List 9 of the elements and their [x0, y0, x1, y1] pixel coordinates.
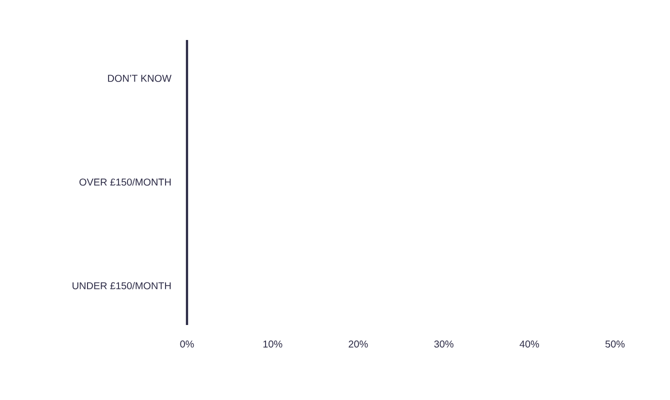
x-tick-label: 40%: [520, 340, 540, 348]
x-tick-label: 20%: [348, 340, 368, 348]
x-tick-label: 50%: [605, 340, 625, 348]
x-tick-label: 0%: [180, 340, 194, 348]
x-tick-label: 30%: [434, 340, 454, 348]
x-tick-label: 10%: [263, 340, 282, 348]
y-tick-label: UNDER £150/MONTH: [72, 282, 171, 290]
y-tick-label: DON’T KNOW: [108, 74, 172, 82]
y-tick-label: OVER £150/MONTH: [80, 178, 171, 186]
